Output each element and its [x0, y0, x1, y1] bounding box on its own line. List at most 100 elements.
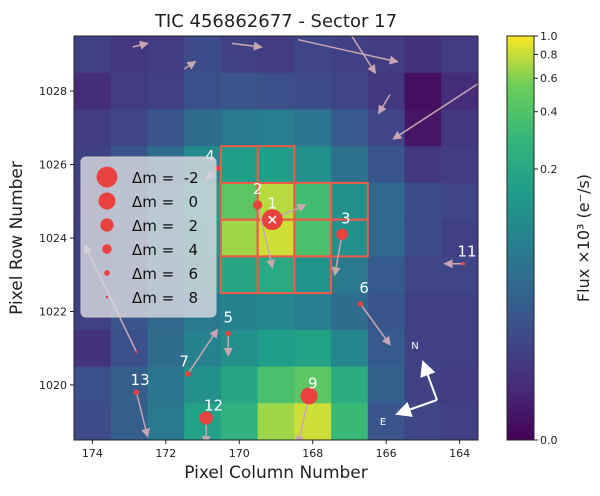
colorbar-tick-label: 0.6 — [540, 72, 558, 85]
heatmap-cell — [441, 36, 478, 74]
heatmap-cell — [441, 366, 478, 404]
heatmap-cell — [220, 403, 259, 440]
star-label: 4 — [205, 147, 215, 165]
star-13-motion-arrow — [135, 392, 151, 438]
heatmap-cell — [257, 403, 295, 440]
legend-marker — [105, 295, 109, 299]
colorbar-tick-label: 0.0 — [540, 434, 558, 447]
heatmap-cell — [110, 36, 148, 74]
proper-motion-arrow — [183, 60, 197, 70]
colorbar-tick-label: 1.0 — [540, 30, 558, 43]
heatmap-cell — [184, 36, 222, 74]
star-3-motion-arrow — [331, 234, 343, 277]
heatmap-cell — [331, 109, 369, 147]
star-2-motion-arrow — [256, 204, 275, 269]
heatmap-cell — [147, 329, 185, 368]
heatmap-cell — [367, 72, 406, 110]
heatmap-cell — [331, 293, 369, 331]
heatmap-cell — [441, 256, 478, 294]
star-9-marker — [300, 387, 318, 405]
legend-label: Δm = 8 — [132, 289, 198, 307]
heatmap-cell — [74, 403, 112, 440]
heatmap-cell — [294, 72, 332, 110]
heatmap-cell — [331, 329, 369, 368]
heatmap-cell — [367, 293, 406, 331]
star-12-marker — [199, 411, 213, 425]
heatmap-cell — [367, 36, 406, 74]
heatmap-cell — [147, 72, 185, 110]
heatmap-cell — [367, 329, 406, 368]
star-6-motion-arrow — [359, 303, 391, 346]
x-axis-label: Pixel Column Number — [184, 463, 368, 483]
legend-marker — [104, 270, 110, 276]
heatmap-cell — [220, 36, 259, 74]
heatmap-cell — [220, 366, 259, 404]
heatmap-cell — [147, 109, 185, 147]
heatmap-cell — [441, 293, 478, 331]
heatmap-cell — [74, 366, 112, 404]
y-tick-label: 1028 — [39, 85, 67, 98]
heatmap-cell — [331, 182, 369, 221]
proper-motion-arrow — [132, 40, 149, 50]
aperture-mask — [219, 145, 369, 295]
legend-label: Δm = 0 — [132, 193, 198, 211]
colorbar-label: Flux ×10³ (e⁻/s) — [574, 174, 593, 302]
heatmap-cell — [367, 256, 406, 294]
star-label: 9 — [308, 375, 318, 393]
heatmap-cell — [294, 256, 332, 294]
heatmap-cell — [74, 109, 112, 147]
y-tick-label: 1020 — [39, 379, 67, 392]
heatmap-cell — [367, 182, 406, 221]
heatmap-cell — [74, 72, 112, 110]
chart-title: TIC 456862677 - Sector 17 — [154, 11, 397, 32]
heatmap-cell — [220, 256, 259, 294]
proper-motion-arrow — [378, 94, 391, 115]
proper-motion-arrow — [350, 36, 376, 74]
legend-marker — [100, 218, 114, 232]
compass-east-arrow — [395, 399, 438, 417]
heatmap-cell — [257, 109, 295, 147]
heatmap-cell — [441, 219, 478, 257]
star-label: 3 — [341, 209, 351, 227]
star-label: 13 — [131, 371, 150, 389]
heatmap-cell — [147, 36, 185, 74]
star-3-marker — [336, 228, 348, 240]
heatmap-cell — [220, 219, 259, 257]
heatmap-cell — [220, 72, 259, 110]
heatmap-cell — [294, 36, 332, 74]
heatmap-cell — [404, 329, 442, 368]
star-label: 1 — [268, 195, 278, 213]
colorbar-tick-label: 0.4 — [540, 106, 558, 119]
x-tick-label: 170 — [229, 447, 250, 460]
heatmap-cell — [331, 72, 369, 110]
heatmap-cell — [367, 366, 406, 404]
legend-label: Δm = -2 — [132, 169, 199, 187]
heatmap-cell — [294, 146, 332, 184]
y-tick-label: 1024 — [39, 232, 67, 245]
heatmap-cell — [294, 219, 332, 257]
proper-motion-arrow — [392, 83, 478, 140]
heatmap-cell — [184, 72, 222, 110]
aperture-pixel — [330, 218, 369, 258]
colorbar-tick-label: 0.2 — [540, 163, 558, 176]
star-11-marker — [461, 261, 466, 266]
heatmap-cell — [110, 72, 148, 110]
aperture-pixel — [293, 255, 333, 295]
x-tick-label: 172 — [155, 447, 176, 460]
star-label: 5 — [223, 308, 233, 326]
heatmap-cell — [110, 109, 148, 147]
heatmap-cell — [110, 403, 148, 440]
star-7-marker — [185, 371, 191, 377]
heatmap-cell — [74, 36, 112, 74]
x-tick-label: 164 — [449, 447, 470, 460]
heatmap-cell — [257, 366, 295, 404]
y-tick-label: 1022 — [39, 305, 67, 318]
legend-marker — [98, 192, 116, 210]
y-axis-label: Pixel Row Number — [7, 161, 27, 315]
x-tick-label: 166 — [376, 447, 397, 460]
heatmap-cell — [110, 329, 148, 368]
x-tick-label: 174 — [82, 447, 103, 460]
x-axis-ticks: 174 172 170 168 166 164 — [82, 440, 470, 460]
